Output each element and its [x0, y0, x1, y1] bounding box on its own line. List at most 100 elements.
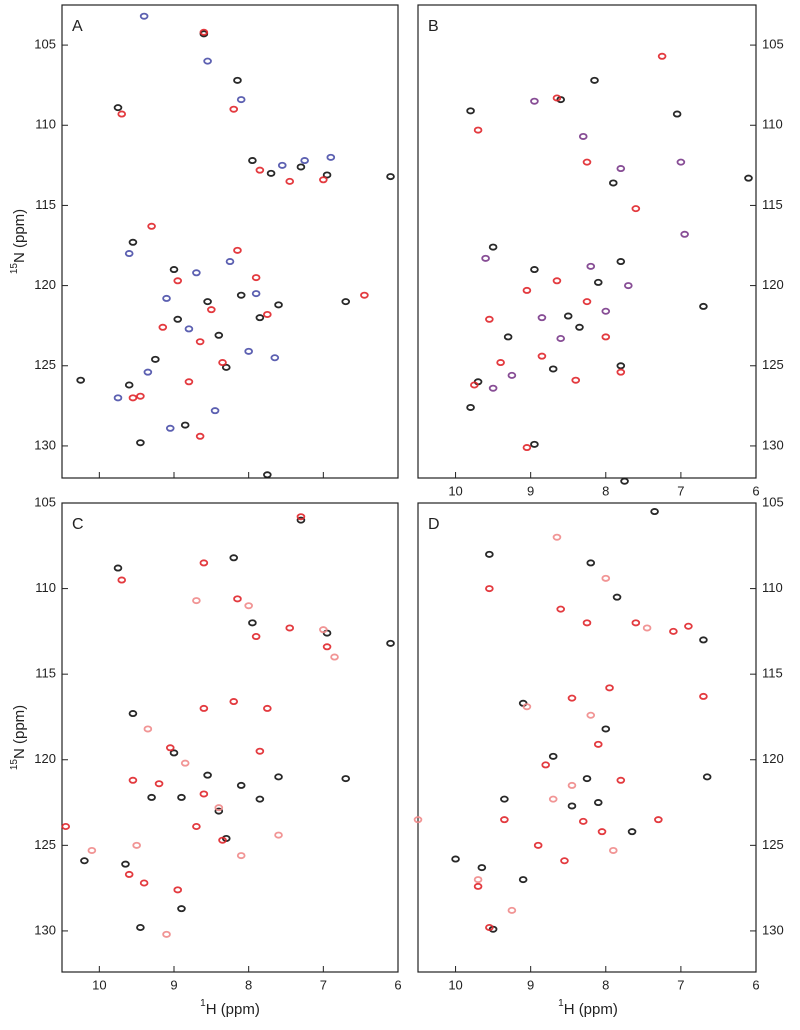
peak — [530, 440, 539, 448]
peak — [537, 352, 547, 360]
peak — [578, 817, 588, 825]
y-tick-label: 105 — [34, 37, 56, 52]
x-tick-label: 6 — [394, 977, 401, 992]
y-tick-label: 110 — [762, 580, 783, 595]
peak — [488, 384, 498, 392]
peak — [195, 432, 205, 440]
peak — [616, 776, 626, 784]
panel-frame — [61, 4, 399, 479]
peak — [466, 107, 475, 115]
peak — [143, 368, 153, 376]
peak — [251, 290, 261, 298]
peak — [322, 643, 332, 651]
peak — [642, 624, 652, 632]
peak — [165, 744, 175, 752]
peak — [154, 780, 164, 788]
peak — [413, 816, 423, 824]
peak — [180, 759, 190, 767]
peak — [169, 266, 179, 274]
peak — [263, 310, 272, 318]
x-label-text: H (ppm) — [206, 1001, 260, 1018]
peak — [162, 930, 171, 938]
peak — [488, 243, 498, 251]
peak — [244, 347, 253, 355]
peak — [192, 597, 201, 605]
peak — [699, 692, 708, 700]
panel-label: C — [72, 516, 84, 533]
peak — [466, 403, 475, 411]
peak — [616, 165, 626, 173]
peak — [552, 533, 562, 541]
peak — [552, 277, 562, 285]
peak — [556, 335, 566, 343]
peak — [248, 157, 257, 165]
y-label-text: N (ppm) — [11, 705, 28, 759]
peak — [616, 368, 626, 376]
peak — [548, 795, 558, 803]
peak — [151, 355, 160, 363]
peak — [530, 97, 539, 105]
peak — [518, 876, 528, 884]
peak — [229, 105, 239, 113]
peak — [128, 710, 138, 718]
peak — [473, 876, 483, 884]
x-tick-label: 7 — [677, 977, 684, 992]
peak — [233, 595, 242, 603]
peak — [500, 816, 509, 824]
y-tick-label: 105 — [34, 494, 56, 509]
peak — [586, 559, 596, 567]
peak — [285, 624, 295, 632]
peak — [296, 163, 306, 171]
y-tick-label: 125 — [762, 837, 784, 852]
peak — [225, 258, 235, 266]
peak — [76, 376, 85, 384]
y-tick-label: 130 — [762, 437, 784, 452]
peak — [578, 132, 588, 140]
y-tick-label: 120 — [34, 751, 56, 766]
peak — [326, 153, 336, 161]
panel-frame — [61, 502, 399, 973]
peak — [601, 333, 611, 341]
peak — [360, 291, 369, 299]
peak — [236, 781, 246, 789]
peak — [87, 846, 97, 854]
peak — [507, 371, 517, 379]
peak — [608, 179, 618, 187]
peak — [567, 781, 577, 789]
peak — [601, 307, 611, 315]
peak — [496, 359, 505, 367]
peak — [473, 126, 483, 134]
peak — [203, 298, 212, 306]
peak — [530, 266, 539, 274]
peak — [184, 325, 194, 333]
y-tick-label: 115 — [762, 666, 783, 681]
peak — [136, 392, 145, 400]
peak — [485, 315, 494, 323]
peak — [341, 775, 351, 783]
peak — [537, 314, 547, 322]
peak — [251, 274, 261, 282]
x-tick-label: 9 — [527, 483, 534, 498]
peak — [128, 238, 138, 246]
y-axis-label: 15N (ppm) — [9, 209, 28, 274]
peak — [300, 157, 309, 165]
x-axis-label: 1H (ppm) — [558, 998, 618, 1018]
x-tick-label: 8 — [602, 483, 609, 498]
y-tick-label: 115 — [35, 197, 56, 212]
peak — [207, 306, 216, 314]
peak — [560, 857, 569, 865]
peak — [124, 870, 134, 878]
peak — [128, 394, 138, 402]
x-tick-label: 9 — [170, 977, 177, 992]
peak — [702, 773, 712, 781]
peak — [274, 301, 283, 309]
x-tick-label: 10 — [92, 977, 106, 992]
peak — [601, 725, 611, 733]
peak — [485, 550, 494, 558]
peak — [451, 855, 460, 863]
peak — [296, 513, 306, 521]
peak — [244, 602, 253, 610]
peak — [80, 857, 89, 865]
